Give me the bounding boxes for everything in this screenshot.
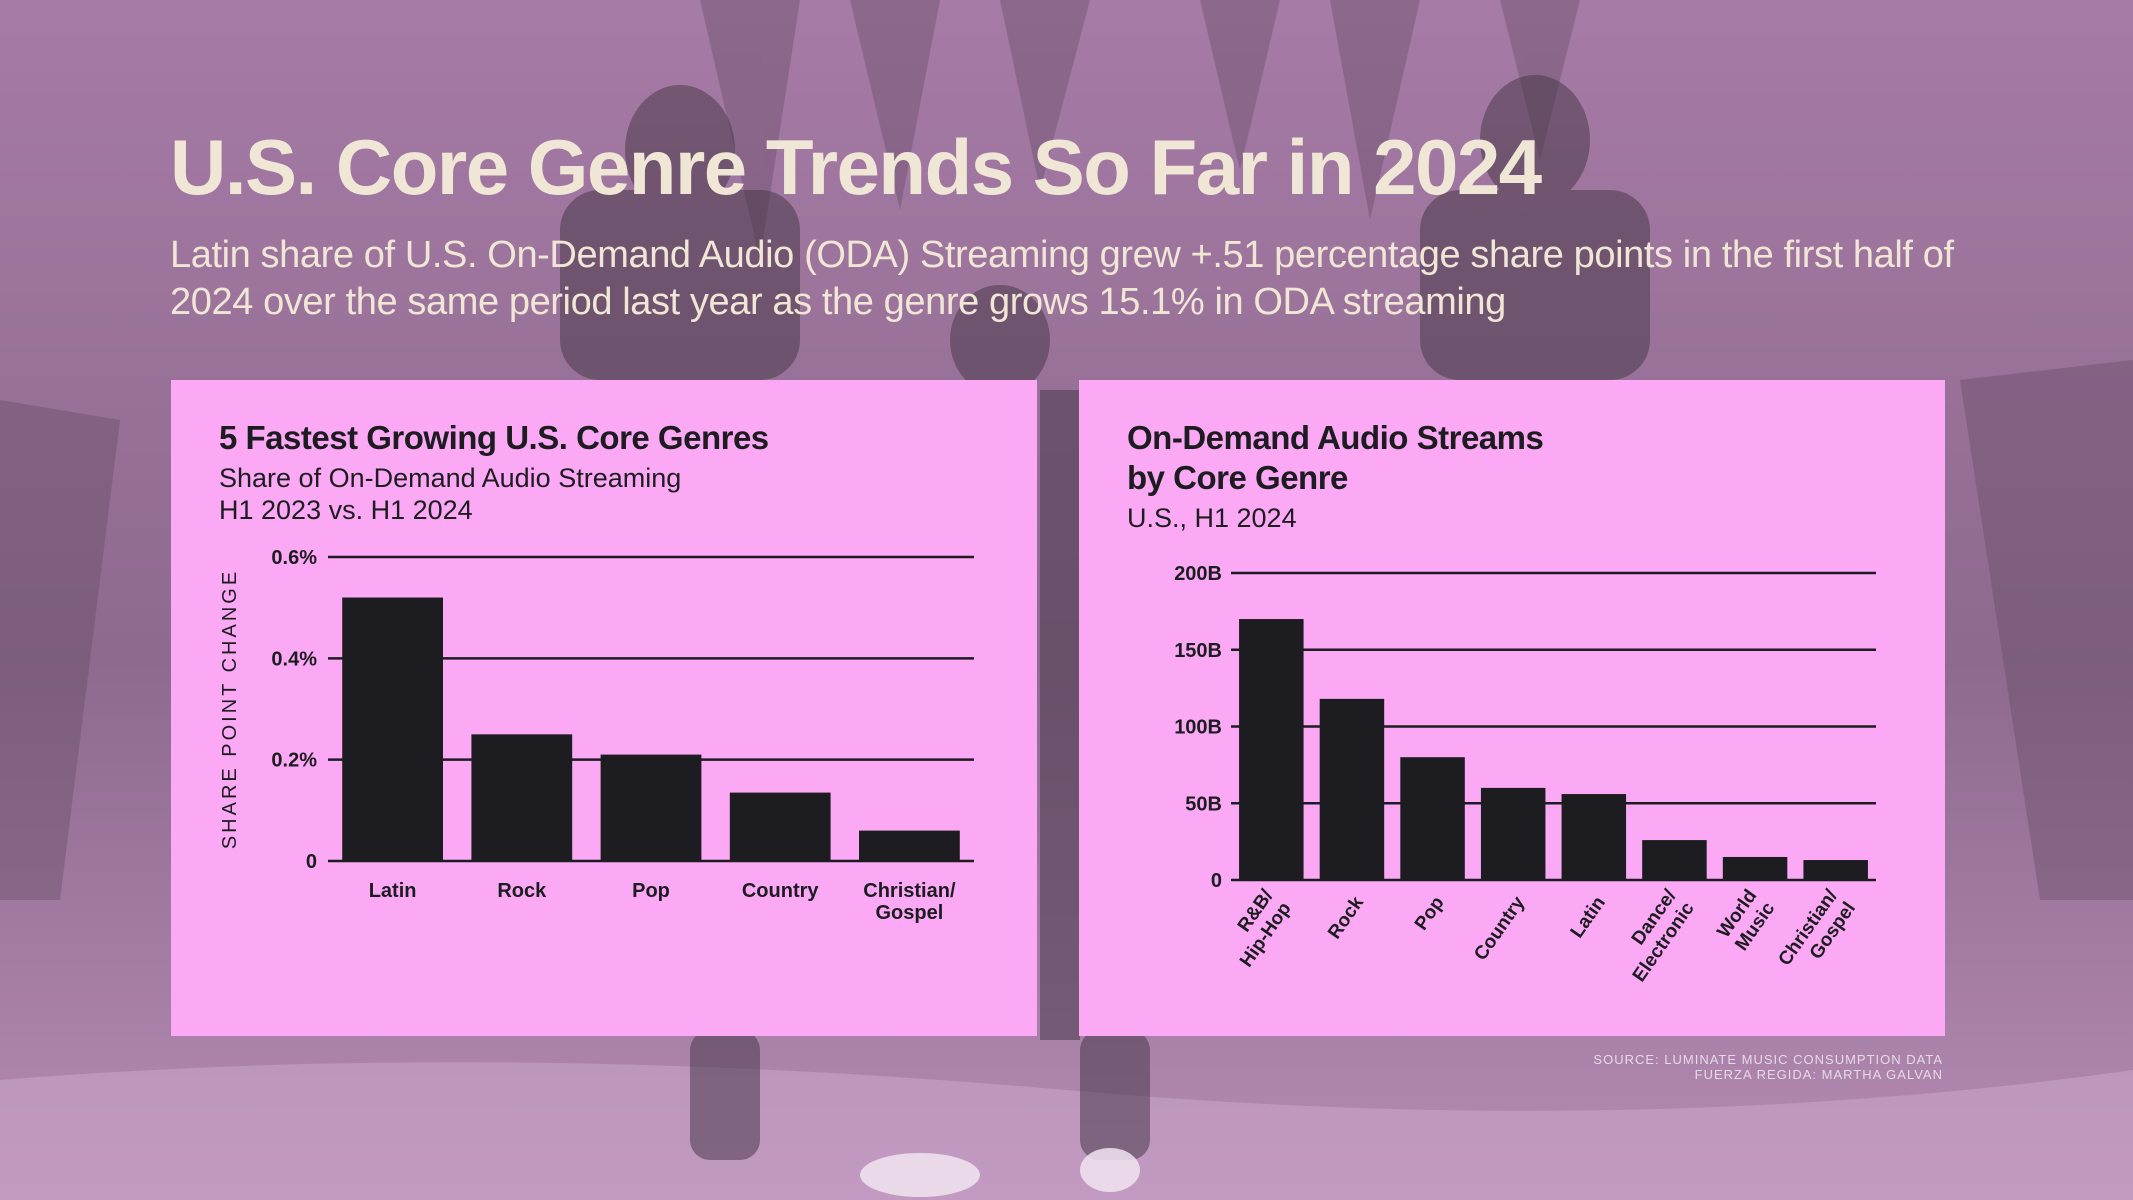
chart-title: 5 Fastest Growing U.S. Core Genres: [219, 419, 769, 456]
y-tick-label: 100B: [1174, 717, 1222, 739]
people-silhouettes: [560, 75, 1650, 1160]
chart-title: On-Demand Audio Streams by Core Genre: [1127, 418, 1544, 498]
bar: [729, 792, 831, 861]
photo-credit: FUERZA REGIDA: MARTHA GALVAN: [1694, 1067, 1943, 1082]
x-tick-label: Pop: [632, 880, 670, 902]
chart-panel-fastest-growing: 5 Fastest Growing U.S. Core Genres Share…: [171, 380, 1037, 1036]
x-tick-label: Rock: [497, 880, 547, 902]
shoes: [860, 1148, 1140, 1197]
x-tick-label: WorldMusic: [1713, 886, 1779, 955]
rock-texture: [0, 0, 2133, 900]
bar: [342, 597, 443, 861]
y-tick-label: 0.2%: [271, 750, 317, 772]
x-tick-label: Country: [1470, 892, 1529, 964]
chart-title-line2: by Core Genre: [1127, 459, 1348, 496]
y-tick-label: 0: [306, 851, 317, 873]
x-tick-label: Christian/Gospel: [863, 880, 956, 924]
bar: [1480, 787, 1546, 880]
x-tick-label: Pop: [1411, 893, 1449, 934]
chart-subtitle: U.S., H1 2024: [1127, 503, 1297, 533]
bar: [859, 830, 960, 861]
page-subtitle: Latin share of U.S. On-Demand Audio (ODA…: [170, 234, 1954, 323]
x-tick-label: Rock: [1324, 892, 1368, 942]
bar-chart-share-change: 0 0.2% 0.4% 0.6% SHARE POINT CHANGE Latin Rock…: [219, 547, 974, 924]
bar: [600, 754, 702, 861]
page-title: U.S. Core Genre Trends So Far in 2024: [170, 123, 1542, 211]
bar: [1400, 757, 1465, 880]
bar: [471, 734, 573, 861]
chart-panel-oda-streams: On-Demand Audio Streams by Core Genre U.…: [1079, 380, 1945, 1036]
bar: [1803, 860, 1868, 880]
y-tick-label: 0: [1211, 870, 1222, 892]
credits: SOURCE: LUMINATE MUSIC CONSUMPTION DATA …: [1593, 1052, 1943, 1082]
bar: [1239, 619, 1304, 880]
y-tick-label: 150B: [1174, 640, 1222, 662]
ground: [0, 1062, 2133, 1200]
x-tick-label: R&B/Hip-Hop: [1218, 885, 1296, 971]
y-tick-label: 0.6%: [271, 547, 317, 569]
x-tick-label: Country: [742, 880, 820, 902]
x-tick-label: Christian/Gospel: [1774, 885, 1860, 982]
y-axis-label: SHARE POINT CHANGE: [219, 569, 241, 849]
bar-chart-oda-streams: 0 50B 100B 150B 200B R&B/Hip-Hop Rock Pop Countr…: [1174, 563, 1876, 986]
y-tick-label: 0.4%: [271, 648, 317, 670]
x-tick-label: Dance/Electronic: [1611, 885, 1699, 986]
bar: [1642, 840, 1707, 880]
x-tick-label: Latin: [369, 880, 417, 902]
x-tick-label: Latin: [1567, 893, 1610, 942]
y-tick-label: 200B: [1174, 563, 1222, 585]
bar: [1319, 698, 1385, 880]
chart-title-line1: On-Demand Audio Streams: [1127, 419, 1544, 456]
source-note: SOURCE: LUMINATE MUSIC CONSUMPTION DATA: [1593, 1052, 1943, 1067]
y-tick-label: 50B: [1185, 793, 1222, 815]
chart-subtitle-line2: H1 2023 vs. H1 2024: [219, 495, 473, 525]
bar: [1722, 856, 1788, 880]
bar: [1561, 794, 1627, 880]
chart-subtitle-line1: Share of On-Demand Audio Streaming: [219, 463, 682, 493]
